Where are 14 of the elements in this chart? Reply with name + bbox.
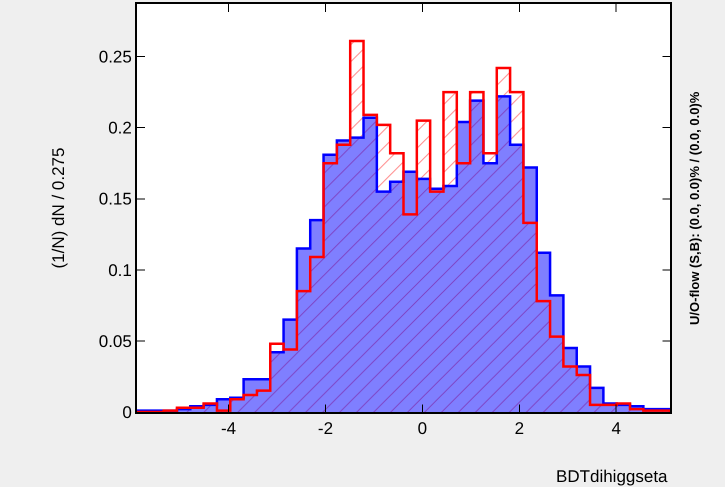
- text: U/O-flow (S,B): (0.0, 0.0)% / (0.0, 0.0)%: [686, 91, 702, 325]
- x-tick-label: -4: [221, 419, 236, 438]
- y-tick-label: 0.05: [98, 332, 132, 351]
- x-axis-title: BDTdihiggseta: [556, 467, 668, 486]
- x-tick-label: 0: [418, 419, 428, 438]
- y-tick-label: 0.2: [108, 118, 132, 138]
- x-tick-label: 2: [514, 419, 524, 438]
- x-tick-label: -2: [318, 419, 334, 438]
- y-tick-label: 0.1: [108, 260, 132, 280]
- y-tick-label: 0: [122, 402, 132, 422]
- y-tick-label: 0.15: [98, 190, 132, 209]
- y-axis-title: (1/N) dN / 0.275: [48, 148, 68, 268]
- x-tick-label: 4: [611, 419, 621, 438]
- y-tick-label: 0.25: [98, 48, 132, 67]
